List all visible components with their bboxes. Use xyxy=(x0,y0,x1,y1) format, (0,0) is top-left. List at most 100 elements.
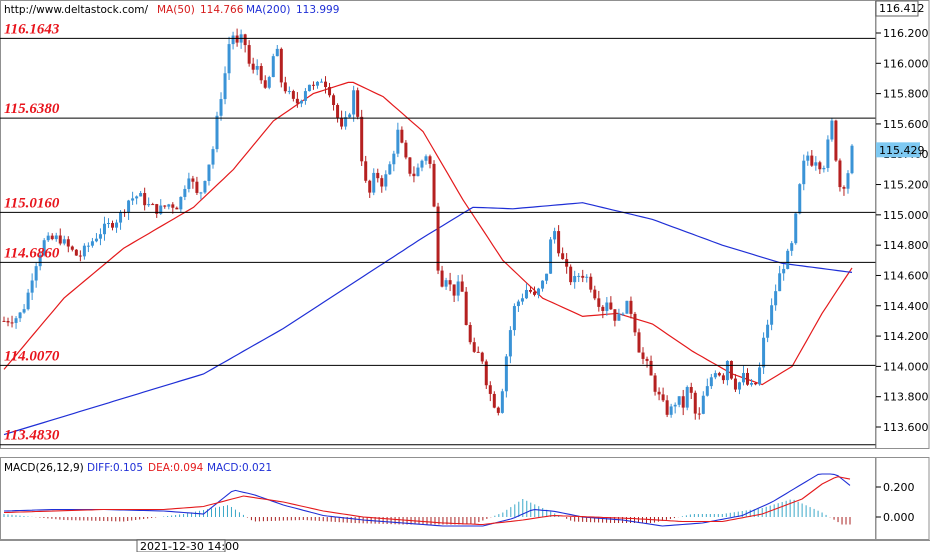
candle-body xyxy=(629,300,633,314)
candle-body xyxy=(58,235,62,244)
candle-body xyxy=(846,173,850,189)
candle-body xyxy=(778,273,782,292)
candle-body xyxy=(585,276,589,278)
macd-tick-label: 0.200 xyxy=(883,481,915,494)
candle-body xyxy=(561,253,565,260)
candle-body xyxy=(516,301,520,307)
candle-body xyxy=(541,280,545,289)
candle xyxy=(589,273,593,293)
candle xyxy=(54,232,58,242)
candle xyxy=(850,144,854,175)
candle xyxy=(737,381,741,395)
candle-body xyxy=(577,275,581,277)
candle xyxy=(621,312,625,316)
candle xyxy=(6,317,10,327)
ma200-line xyxy=(3,202,853,436)
candle-body xyxy=(167,204,171,207)
candle-body xyxy=(287,91,291,93)
candle xyxy=(557,225,561,257)
candle-body xyxy=(432,163,436,207)
price-axis xyxy=(875,0,930,449)
candle xyxy=(460,274,464,292)
candle xyxy=(171,202,175,214)
candle xyxy=(806,151,810,166)
candle xyxy=(307,84,311,92)
candle-body xyxy=(14,318,18,323)
candle xyxy=(746,368,750,386)
candle xyxy=(30,273,34,300)
candle xyxy=(754,382,758,386)
candle xyxy=(58,228,62,246)
candle-body xyxy=(159,205,163,214)
candle-body xyxy=(625,300,629,314)
candle-body xyxy=(94,238,98,242)
candle-body xyxy=(448,280,452,285)
candle-body xyxy=(589,276,593,290)
candle-body xyxy=(633,313,637,333)
candle-body xyxy=(22,309,26,313)
candle xyxy=(183,185,187,201)
candle xyxy=(834,119,838,162)
candle xyxy=(673,402,677,414)
candle-body xyxy=(352,90,356,115)
candle xyxy=(798,183,802,215)
candle xyxy=(741,365,745,386)
candle xyxy=(440,265,444,288)
candle xyxy=(830,117,834,142)
candle xyxy=(420,159,424,172)
candle xyxy=(790,241,794,256)
candle xyxy=(709,373,713,389)
candle-body xyxy=(573,276,577,283)
candle-body xyxy=(307,84,311,92)
candle xyxy=(22,304,26,314)
candle-body xyxy=(693,392,697,414)
candle-body xyxy=(806,155,810,161)
candle-body xyxy=(396,129,400,154)
candle xyxy=(127,199,131,220)
candle xyxy=(368,179,372,198)
candle xyxy=(147,197,151,207)
candle xyxy=(38,251,42,271)
candle xyxy=(464,287,468,326)
candle-body xyxy=(440,270,444,287)
candle-body xyxy=(356,90,360,117)
candle-body xyxy=(653,375,657,392)
candle xyxy=(352,85,356,122)
top-price-box xyxy=(875,0,919,17)
candle xyxy=(581,269,585,283)
candle-body xyxy=(782,268,786,274)
candle-body xyxy=(456,281,460,296)
candle xyxy=(456,275,460,302)
candle-body xyxy=(275,48,279,57)
site-url: http://www.deltastock.com/ xyxy=(4,4,149,16)
candle-body xyxy=(10,322,14,324)
candle-body xyxy=(34,266,38,281)
candle-body xyxy=(372,172,376,193)
candle xyxy=(70,245,74,252)
candle xyxy=(553,227,557,244)
candle-body xyxy=(119,212,123,223)
candle xyxy=(818,160,822,174)
candle xyxy=(199,191,203,200)
candle-body xyxy=(74,249,78,256)
candle-body xyxy=(251,63,255,70)
date-label: 2021-12-30 14:00 xyxy=(140,540,239,552)
candle xyxy=(657,387,661,401)
candle-body xyxy=(376,172,380,179)
candle xyxy=(203,180,207,194)
candle-body xyxy=(508,330,512,357)
candle-body xyxy=(416,167,420,177)
candle-body xyxy=(211,149,215,165)
level-label: 113.4830 xyxy=(4,428,60,444)
candle-body xyxy=(336,104,340,118)
candle-body xyxy=(151,204,155,206)
candle-body xyxy=(203,180,207,193)
candle-body xyxy=(701,395,705,414)
candle xyxy=(151,202,155,206)
candle xyxy=(332,93,336,111)
candle xyxy=(380,175,384,193)
candle xyxy=(143,187,147,211)
candle xyxy=(62,235,66,246)
candle xyxy=(717,371,721,377)
candle xyxy=(436,202,440,275)
